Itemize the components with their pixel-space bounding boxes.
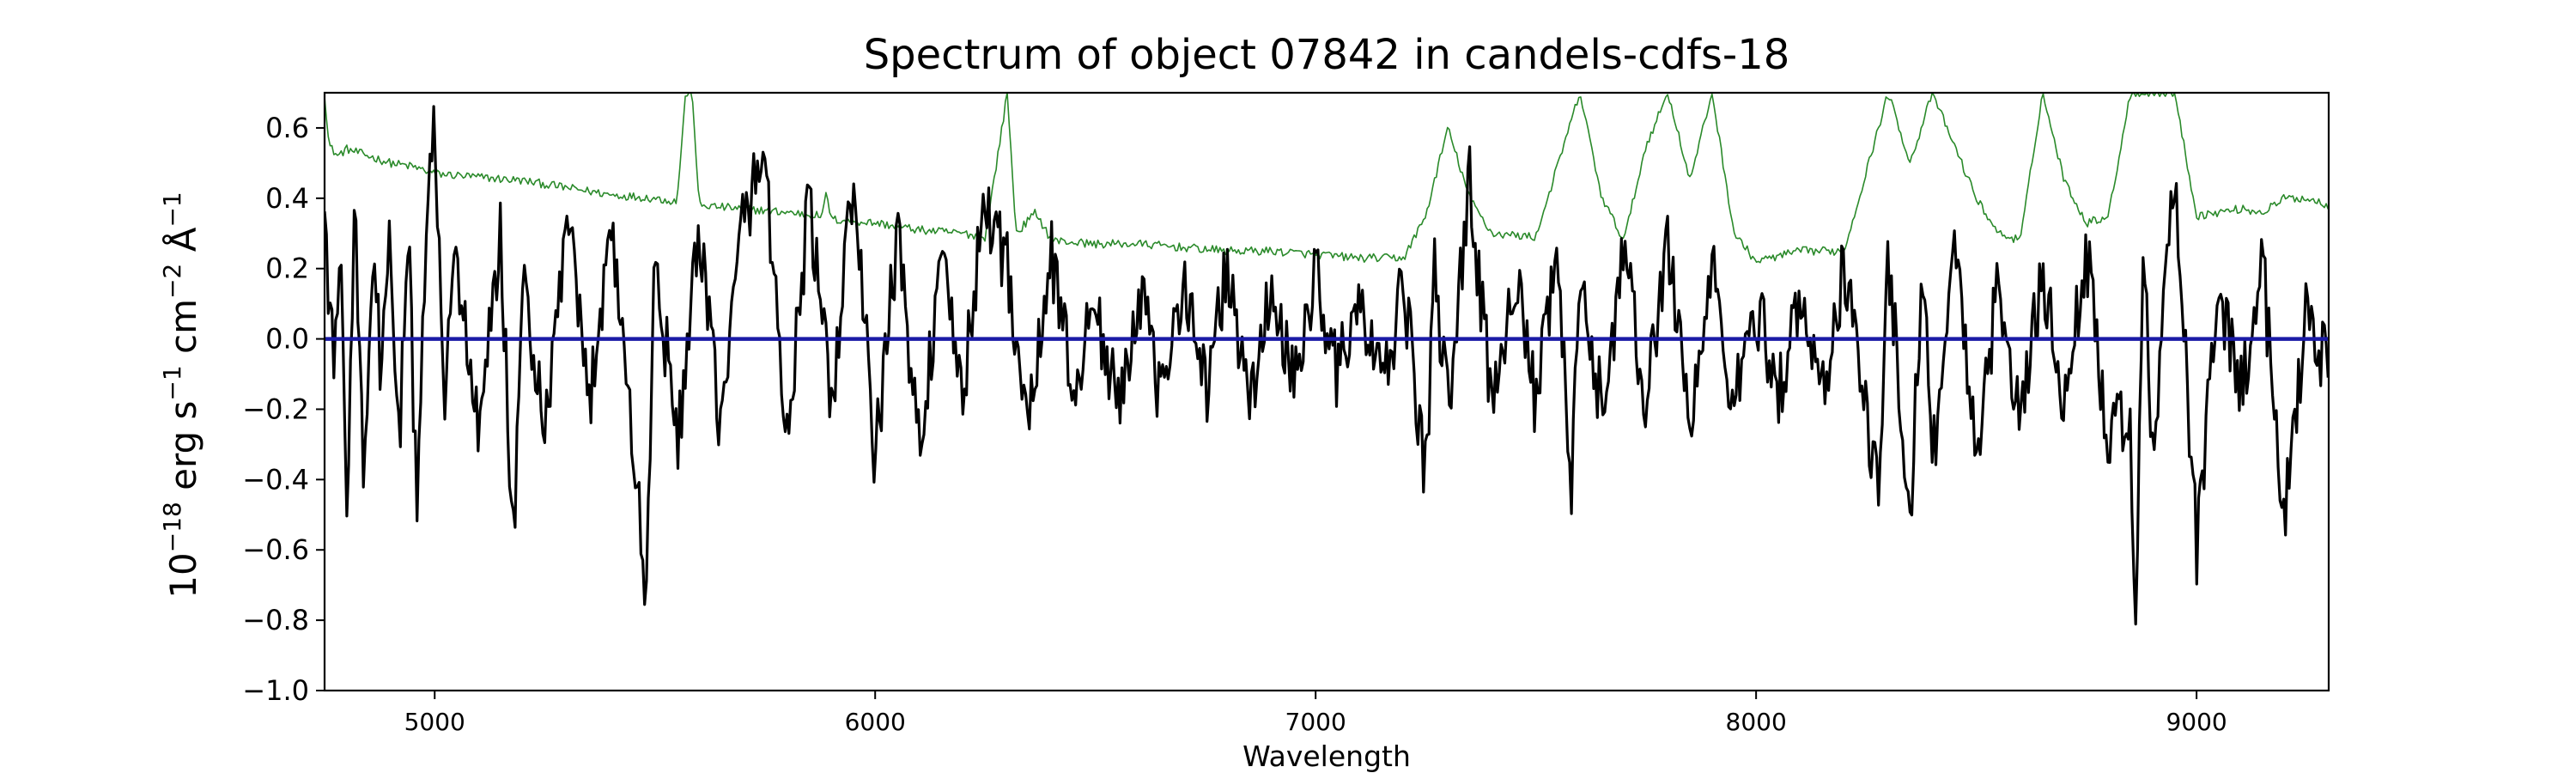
y-tick-label: −1.0 <box>242 674 309 707</box>
y-tick-label: −0.2 <box>242 393 309 425</box>
x-tick-label: 5000 <box>404 708 465 736</box>
y-tick-label: 0.4 <box>265 182 309 215</box>
y-tick-label: 0.6 <box>265 112 309 144</box>
plot-area <box>325 93 2329 626</box>
y-label-cm-exp: −2 <box>158 264 186 299</box>
series-line-2 <box>325 105 2329 626</box>
y-label-base-exp: −18 <box>158 502 186 552</box>
y-label-ang-exp: −1 <box>158 192 186 227</box>
x-tick-label: 7000 <box>1285 708 1346 736</box>
y-label-cm: cm <box>162 299 204 354</box>
y-tick-label: −0.8 <box>242 604 309 636</box>
series-line-1 <box>325 93 2329 264</box>
x-axis-label: Wavelength <box>1242 740 1411 773</box>
svg-text:10−18 erg s−1 cm−2 Å−1: 10−18 erg s−1 cm−2 Å−1 <box>158 192 204 598</box>
y-label-ang: Å <box>161 227 204 252</box>
x-tick-label: 6000 <box>845 708 906 736</box>
y-axis: −1.0 −0.8 −0.6 −0.4 −0.2 0.0 0.2 0.4 0.6 <box>242 112 325 707</box>
y-tick-label: −0.6 <box>242 533 309 566</box>
plot-frame <box>323 91 2330 692</box>
y-label-s-exp: −1 <box>158 365 186 400</box>
y-label-base: 10 <box>162 552 204 598</box>
x-axis: 5000 6000 7000 8000 9000 <box>404 691 2227 736</box>
y-tick-label: 0.0 <box>265 323 309 356</box>
y-axis-label: 10−18 erg s−1 cm−2 Å−1 <box>158 192 204 598</box>
y-tick-label: −0.4 <box>242 463 309 496</box>
chart-title: Spectrum of object 07842 in candels-cdfs… <box>864 31 1790 79</box>
y-tick-label: 0.2 <box>265 253 309 285</box>
y-label-erg: erg s <box>162 401 204 490</box>
x-tick-label: 8000 <box>1726 708 1787 736</box>
x-tick-label: 9000 <box>2166 708 2227 736</box>
